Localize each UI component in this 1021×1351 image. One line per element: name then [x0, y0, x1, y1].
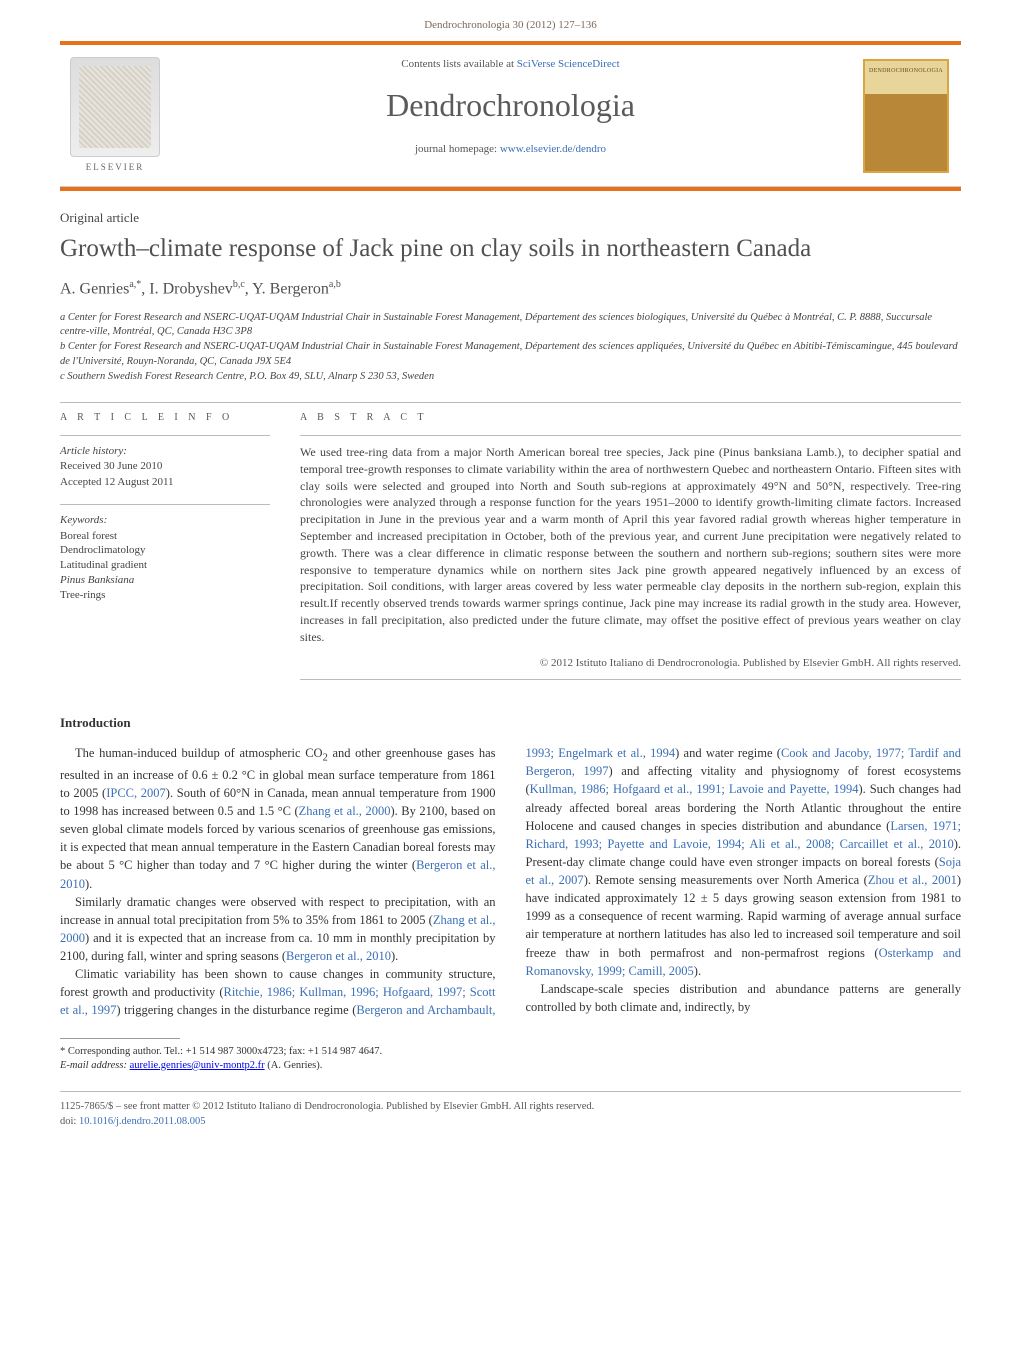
article-type: Original article [60, 209, 961, 227]
abstract-text: We used tree-ring data from a major Nort… [300, 444, 961, 646]
abstract-rule-2 [300, 679, 961, 680]
email-suffix: (A. Genries). [267, 1060, 322, 1071]
doi-label: doi: [60, 1116, 76, 1127]
running-head: Dendrochronologia 30 (2012) 127–136 [0, 0, 1021, 41]
doi-link[interactable]: 10.1016/j.dendro.2011.08.005 [79, 1116, 205, 1127]
abstract-label: A B S T R A C T [300, 411, 961, 425]
abstract: A B S T R A C T We used tree-ring data f… [300, 411, 961, 688]
intro-heading: Introduction [60, 714, 961, 732]
intro-body: The human-induced buildup of atmospheric… [60, 744, 961, 1019]
info-label: A R T I C L E I N F O [60, 411, 270, 425]
keyword-1: Boreal forest [60, 529, 270, 544]
email-label: E-mail address: [60, 1060, 130, 1071]
page-footer: 1125-7865/$ – see front matter © 2012 Is… [60, 1091, 961, 1129]
issn-line: 1125-7865/$ – see front matter © 2012 Is… [60, 1100, 961, 1115]
keyword-5: Tree-rings [60, 588, 270, 603]
ref-link[interactable]: Zhou et al., 2001 [868, 873, 957, 887]
journal-homepage: journal homepage: www.elsevier.de/dendro [170, 142, 851, 157]
corr-email-link[interactable]: aurelie.genries@univ-montp2.fr [130, 1060, 265, 1071]
publisher-mark: ELSEVIER [70, 161, 160, 174]
ref-link[interactable]: Zhang et al., 2000 [299, 804, 391, 818]
author-3-sup: a,b [329, 279, 341, 290]
corresponding-author: * Corresponding author. Tel.: +1 514 987… [60, 1045, 961, 1073]
homepage-link[interactable]: www.elsevier.de/dendro [500, 143, 606, 155]
intro-p1: The human-induced buildup of atmospheric… [60, 744, 496, 892]
authors: A. Genriesa,*, I. Drobyshevb,c, Y. Berge… [60, 278, 961, 301]
ref-link[interactable]: Kullman, 1986; Hofgaard et al., 1991; La… [530, 782, 859, 796]
article-title: Growth–climate response of Jack pine on … [60, 233, 961, 264]
history-accepted: Accepted 12 August 2011 [60, 475, 270, 490]
journal-title: Dendrochronologia [170, 83, 851, 128]
author-1: A. Genries [60, 281, 129, 298]
author-2-sup: b,c [233, 279, 245, 290]
elsevier-tree-icon [70, 57, 160, 157]
affiliation-a: a Center for Forest Research and NSERC-U… [60, 311, 961, 339]
keyword-4: Pinus Banksiana [60, 573, 270, 588]
footnote-rule [60, 1038, 180, 1039]
history-received: Received 30 June 2010 [60, 459, 270, 474]
history-label: Article history: [60, 444, 270, 459]
intro-p2: Similarly dramatic changes were observed… [60, 893, 496, 966]
info-rule-2 [60, 504, 270, 505]
keyword-2: Dendroclimatology [60, 543, 270, 558]
affiliation-b: b Center for Forest Research and NSERC-U… [60, 340, 961, 368]
ref-link[interactable]: Bergeron et al., 2010 [286, 949, 391, 963]
author-2: , I. Drobyshev [141, 281, 233, 298]
masthead: ELSEVIER Contents lists available at Sci… [60, 45, 961, 187]
abstract-rule [300, 435, 961, 436]
contents-prefix: Contents lists available at [401, 58, 516, 70]
keywords-label: Keywords: [60, 513, 270, 528]
intro-p4: Landscape-scale species distribution and… [526, 980, 962, 1016]
journal-cover-thumbnail [863, 59, 949, 173]
article-info: A R T I C L E I N F O Article history: R… [60, 411, 270, 688]
homepage-prefix: journal homepage: [415, 143, 500, 155]
publisher-logo: ELSEVIER [60, 45, 170, 186]
author-1-sup: a,* [129, 279, 141, 290]
author-3: , Y. Bergeron [245, 281, 329, 298]
keyword-3: Latitudinal gradient [60, 558, 270, 573]
info-rule-1 [60, 435, 270, 436]
cover-thumb-container [851, 45, 961, 186]
corr-line: * Corresponding author. Tel.: +1 514 987… [60, 1045, 961, 1059]
abstract-copyright: © 2012 Istituto Italiano di Dendrocronol… [300, 656, 961, 671]
affiliations: a Center for Forest Research and NSERC-U… [60, 311, 961, 384]
bottom-rule [60, 187, 961, 191]
affiliation-c: c Southern Swedish Forest Research Centr… [60, 370, 961, 384]
rule [60, 402, 961, 403]
ref-link[interactable]: IPCC, 2007 [106, 786, 166, 800]
sciencedirect-link[interactable]: SciVerse ScienceDirect [517, 58, 620, 70]
contents-line: Contents lists available at SciVerse Sci… [170, 57, 851, 72]
